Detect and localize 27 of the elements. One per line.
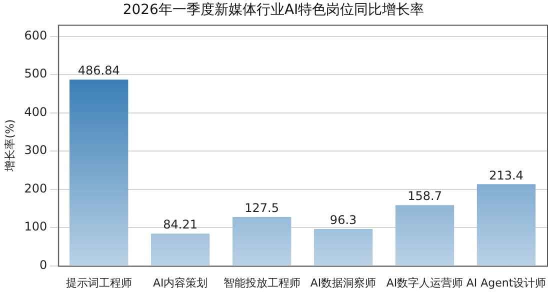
bar [395,205,454,266]
bar [150,234,210,266]
x-tick-label: AI Agent设计师 [466,276,546,290]
y-tick-label: 300 [24,143,48,158]
data-label: 96.3 [330,213,357,228]
y-tick-label: 100 [24,220,48,234]
x-tick-label: 提示词工程师 [66,276,132,290]
bar [232,217,292,266]
bar [70,80,128,266]
data-label: 158.7 [408,189,442,204]
data-label: 127.5 [244,201,279,216]
x-tick-label: AI内容策划 [152,276,208,290]
y-tick-label: 400 [24,104,48,119]
y-tick-label: 500 [24,66,48,81]
y-tick-label: 600 [24,28,48,42]
x-tick-label: AI数字人运营师 [386,276,464,290]
y-tick-label: 0 [39,258,48,272]
y-tick-label: 200 [24,181,48,196]
bar [476,184,536,266]
data-label: 84.21 [163,218,198,232]
bar [314,228,373,266]
chart-title: 2026年一季度新媒体行业AI特色岗位同比增长率 [122,2,424,18]
x-tick-label: 智能投放工程师 [223,276,300,290]
data-label: 213.4 [489,168,524,182]
x-tick-label: AI数据洞察师 [310,276,376,290]
data-label: 486.84 [78,64,120,78]
y-axis-title: 增长率(%) [3,119,16,172]
